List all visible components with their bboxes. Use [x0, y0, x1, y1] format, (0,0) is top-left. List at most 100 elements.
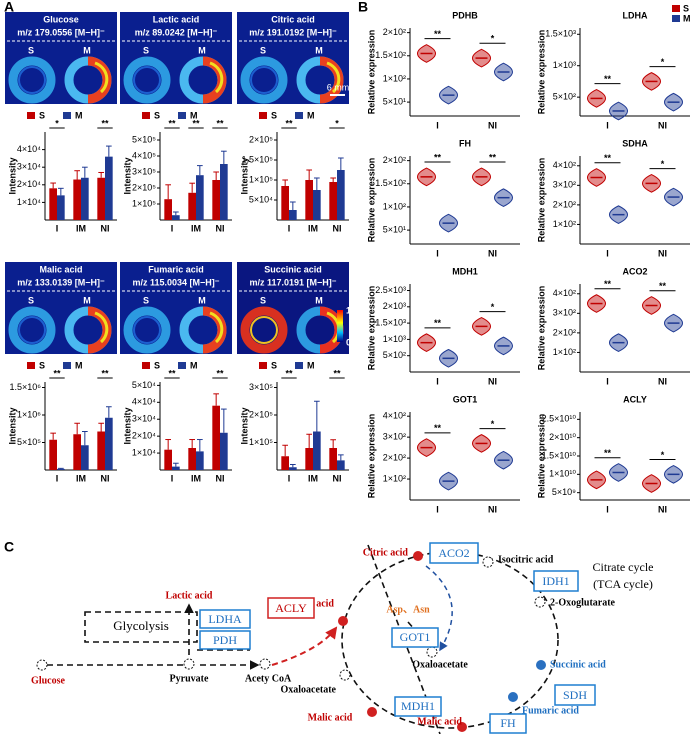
- y-tick-label: 2×10⁵: [132, 182, 156, 192]
- enzyme: FH: [500, 716, 516, 730]
- x-tick-label: NI: [658, 120, 667, 130]
- significance: *: [491, 419, 495, 429]
- sample-label: S: [28, 295, 34, 305]
- y-tick-label: 2×10⁵: [249, 134, 273, 144]
- x-tick-label: I: [56, 473, 59, 483]
- y-axis-label: Intensity: [122, 157, 132, 194]
- significance: **: [489, 152, 497, 162]
- y-axis-label: Intensity: [239, 407, 249, 444]
- sample-label: S: [260, 45, 266, 55]
- metabolite: Oxaloacetate: [412, 659, 468, 670]
- enzyme-box: [554, 684, 596, 706]
- x-tick-label: I: [606, 376, 609, 386]
- y-tick-label: 3×10²: [553, 308, 576, 318]
- tissue: [240, 56, 288, 104]
- y-tick-label: 1.5×10²: [375, 178, 406, 188]
- x-tick-label: I: [606, 504, 609, 514]
- y-tick-label: 2.5×10³: [375, 285, 406, 295]
- legend-label: M: [75, 110, 83, 120]
- y-tick-label: 1.5×10¹⁰: [542, 450, 577, 460]
- tissue: [8, 306, 56, 354]
- y-axis-label: Relative expression: [536, 414, 546, 499]
- significance: **: [333, 368, 341, 378]
- colorbar-label: 0: [346, 337, 351, 347]
- significance: **: [285, 118, 293, 128]
- tissue: [133, 66, 161, 94]
- enzyme: SDH: [563, 688, 587, 702]
- legend-label: S: [154, 110, 160, 120]
- bar: [164, 449, 172, 470]
- x-tick-label: I: [288, 223, 291, 233]
- enzyme-box: [199, 609, 251, 629]
- node: [426, 646, 438, 658]
- chart-title: LDHA: [623, 10, 648, 20]
- chart-title: GOT1: [453, 394, 478, 404]
- sample-label: S: [143, 45, 149, 55]
- node: [339, 669, 351, 681]
- metabolite: Isocitric acid: [498, 554, 554, 565]
- metabolite: Lactic acid: [166, 590, 213, 601]
- legend-label: M: [190, 360, 198, 370]
- node: [482, 556, 494, 568]
- enzyme-box: [489, 713, 527, 734]
- metabolite: Glucose: [31, 675, 65, 686]
- image-mz: m/z 115.0034 [M−H]⁻: [132, 277, 219, 287]
- legend-label: M: [683, 13, 691, 23]
- y-tick-label: 1.5×10⁵: [241, 154, 273, 164]
- y-tick-label: 5×10¹: [383, 224, 406, 234]
- y-tick-label: 3×10⁵: [249, 382, 273, 392]
- y-tick-label: 1×10²: [553, 219, 576, 229]
- y-axis-label: Intensity: [7, 157, 17, 194]
- bar: [57, 195, 65, 220]
- legend-swatch: [178, 362, 186, 369]
- y-tick-label: 4×10⁴: [17, 144, 41, 154]
- tissue: [250, 66, 278, 94]
- legend-swatch: [27, 362, 35, 369]
- chart-title: FH: [459, 138, 471, 148]
- image-mz: m/z 191.0192 [M−H]⁻: [249, 27, 337, 37]
- x-tick-label: I: [56, 223, 59, 233]
- node: [457, 722, 467, 732]
- y-tick-label: 5×10⁴: [249, 194, 273, 204]
- enzyme-box: [394, 696, 442, 717]
- y-tick-label: 2×10¹⁰: [549, 432, 576, 442]
- metabolite: 2-Oxoglutarate: [550, 597, 616, 608]
- pathway-label: Glycolysis: [113, 618, 169, 633]
- y-axis-label: Relative expression: [366, 158, 376, 243]
- bar: [196, 451, 204, 470]
- y-tick-label: 1×10⁵: [249, 174, 273, 184]
- bar: [329, 182, 337, 220]
- significance: **: [101, 118, 109, 128]
- bar: [305, 448, 313, 470]
- enzyme: ACLY: [275, 601, 307, 615]
- sample-label: M: [83, 45, 91, 55]
- tissue: [133, 316, 161, 344]
- image-title: Glucose: [43, 14, 79, 24]
- significance: **: [434, 152, 442, 162]
- colorbar: [337, 310, 343, 342]
- y-tick-label: 1×10²: [383, 73, 406, 83]
- tissue: [240, 306, 288, 354]
- enzyme: GOT1: [400, 630, 431, 644]
- bar: [289, 210, 297, 220]
- y-tick-label: 1×10⁴: [132, 447, 156, 457]
- significance: **: [168, 118, 176, 128]
- significance: *: [491, 34, 495, 44]
- x-tick-label: I: [436, 376, 439, 386]
- y-tick-label: 3×10²: [553, 180, 576, 190]
- x-tick-label: I: [606, 120, 609, 130]
- bar: [73, 179, 81, 220]
- metabolite: Oxaloacetate: [280, 684, 336, 695]
- legend-label: M: [307, 360, 315, 370]
- bar: [289, 467, 297, 470]
- enzyme-box: [429, 542, 479, 564]
- legend-swatch: [259, 112, 267, 119]
- bar: [329, 448, 337, 470]
- node: [536, 660, 546, 670]
- significance: *: [661, 159, 665, 169]
- tissue: [8, 56, 56, 104]
- legend-swatch: [178, 112, 186, 119]
- tissue: [326, 61, 341, 94]
- y-tick-label: 5×10⁵: [17, 437, 41, 447]
- significance: *: [55, 118, 59, 128]
